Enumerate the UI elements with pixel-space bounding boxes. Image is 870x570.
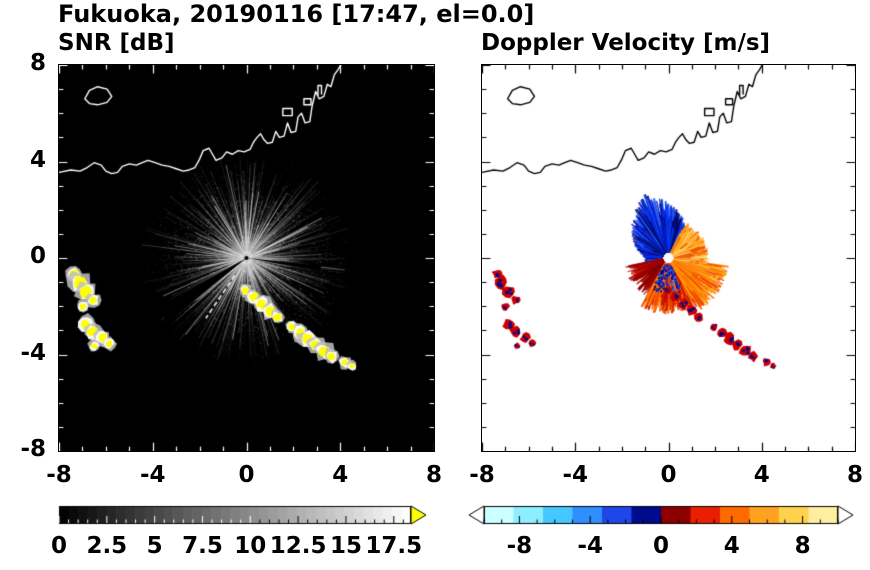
colorbar-tick-label: 2.5 [86, 533, 128, 559]
x-tick-label: 4 [753, 462, 770, 488]
colorbar-tick-label: 4 [723, 533, 740, 559]
doppler-panel-title: Doppler Velocity [m/s] [481, 30, 771, 56]
snr-colorbar [57, 504, 429, 526]
colorbar-tick-label: 10 [234, 533, 267, 559]
doppler-plot-canvas [482, 65, 855, 451]
colorbar-tick-label: 8 [794, 533, 811, 559]
x-tick-label: 4 [332, 462, 349, 488]
colorbar-tick-label: 17.5 [365, 533, 423, 559]
colorbar-tick-label: 5 [146, 533, 163, 559]
x-tick-label: -8 [469, 462, 495, 488]
snr-plot-frame [58, 64, 435, 452]
colorbar-tick-label: -4 [577, 533, 603, 559]
x-tick-label: -8 [46, 462, 72, 488]
x-tick-label: -4 [562, 462, 589, 488]
snr-plot-canvas [59, 65, 434, 451]
x-tick-label: 8 [425, 462, 442, 488]
y-tick-label: 8 [29, 50, 46, 76]
figure-title: Fukuoka, 20190116 [17:47, el=0.0] [58, 0, 535, 28]
x-tick-label: 0 [660, 462, 677, 488]
y-tick-label: -8 [20, 436, 46, 462]
colorbar-tick-label: 15 [329, 533, 362, 559]
colorbar-tick-label: 7.5 [182, 533, 223, 559]
colorbar-tick-label: -8 [506, 533, 533, 559]
snr-panel-title: SNR [dB] [58, 30, 175, 56]
x-tick-label: 8 [846, 462, 863, 488]
colorbar-tick-label: 12.5 [269, 533, 327, 559]
doppler-colorbar [466, 504, 856, 526]
y-tick-label: 0 [29, 243, 46, 269]
y-tick-label: 4 [29, 146, 46, 173]
x-tick-label: 0 [238, 462, 255, 488]
colorbar-tick-label: 0 [652, 533, 669, 559]
y-tick-label: -4 [20, 339, 46, 366]
colorbar-tick-label: 0 [50, 533, 67, 559]
doppler-plot-frame [481, 64, 856, 452]
x-tick-label: -4 [139, 462, 166, 488]
